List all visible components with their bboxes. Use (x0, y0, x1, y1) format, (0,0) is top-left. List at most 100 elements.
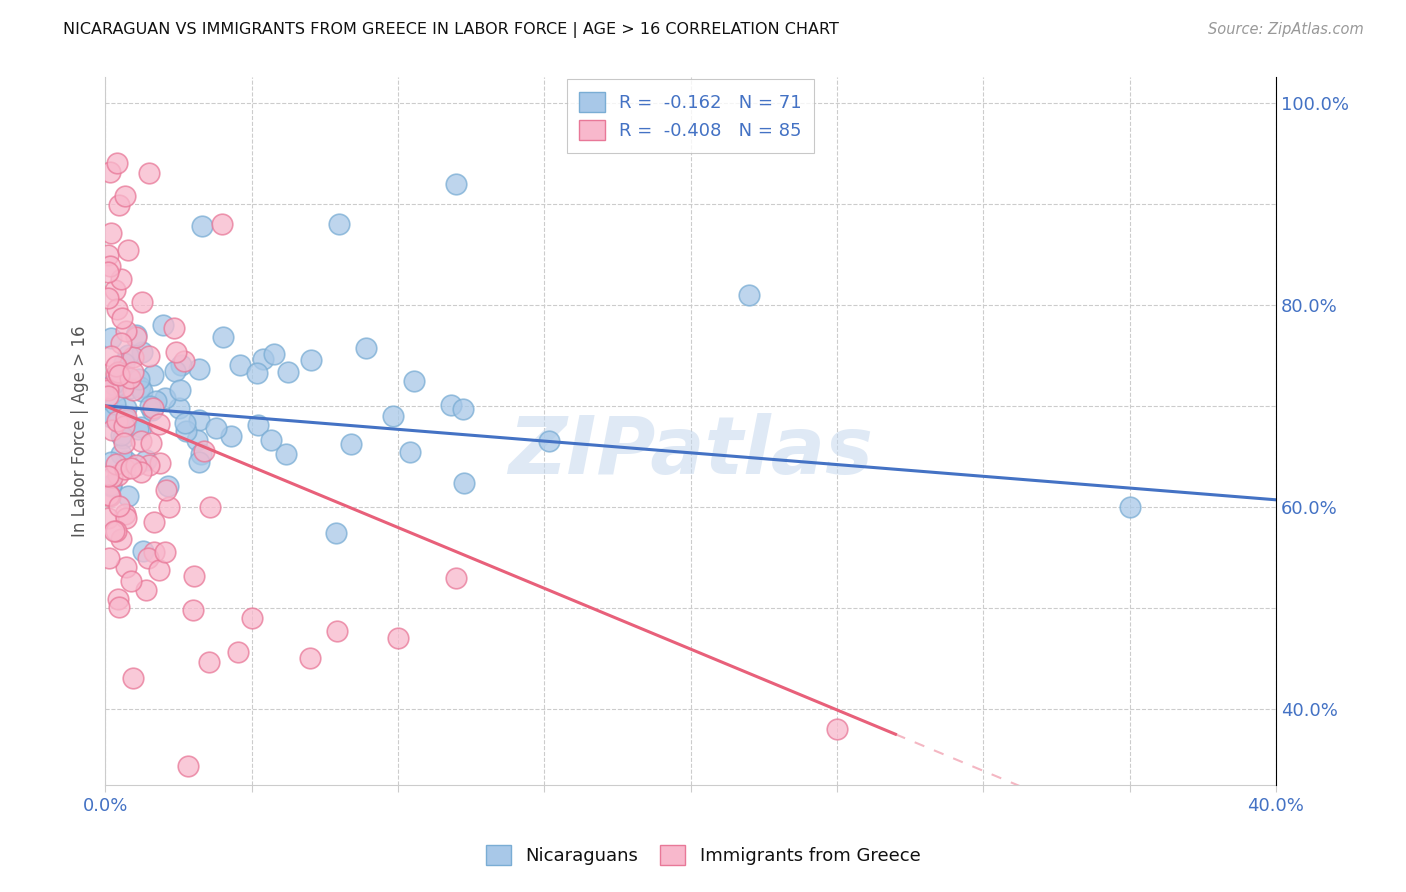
Point (274, 447, 297, 461)
Point (115, 413, 138, 427)
Point (110, 447, 132, 461)
Point (127, 422, 149, 436)
Point (738, 287, 761, 301)
Point (205, 421, 228, 435)
Point (173, 354, 195, 368)
Point (110, 272, 132, 286)
Point (111, 408, 134, 422)
Point (141, 402, 163, 417)
Point (114, 461, 136, 475)
Point (114, 188, 136, 202)
Point (128, 372, 150, 386)
Point (108, 599, 131, 614)
Point (100, 409, 122, 424)
Point (145, 394, 167, 409)
Point (108, 499, 131, 513)
Point (110, 428, 132, 442)
Point (117, 243, 139, 257)
Point (142, 401, 165, 416)
Point (170, 359, 193, 373)
Point (98, 488, 121, 502)
Point (356, 341, 378, 355)
Point (100, 454, 122, 468)
Point (402, 374, 425, 388)
Point (183, 569, 205, 583)
Point (111, 310, 134, 325)
Point (162, 320, 184, 334)
Point (114, 454, 136, 468)
Point (100, 489, 122, 503)
Point (138, 458, 160, 472)
Point (98, 260, 121, 274)
Point (186, 433, 208, 447)
Point (121, 350, 143, 364)
Point (143, 545, 166, 559)
Point (129, 380, 152, 394)
Point (104, 359, 127, 373)
Point (221, 429, 243, 443)
Point (97, 381, 120, 395)
Point (107, 468, 129, 483)
Point (112, 356, 135, 370)
Point (299, 651, 322, 665)
Point (277, 366, 299, 380)
Point (118, 371, 141, 385)
Point (148, 417, 170, 431)
Point (131, 345, 153, 359)
Point (229, 358, 252, 372)
Point (155, 483, 177, 497)
Point (167, 401, 190, 415)
Point (169, 383, 191, 397)
Point (117, 348, 139, 362)
Point (101, 408, 124, 422)
Point (125, 330, 148, 344)
Point (100, 227, 122, 241)
Point (110, 335, 132, 350)
Point (129, 465, 152, 479)
Point (240, 611, 263, 625)
Point (174, 424, 197, 438)
Point (247, 417, 270, 432)
Point (157, 500, 180, 515)
Point (100, 331, 122, 345)
Point (121, 365, 143, 379)
Point (114, 511, 136, 525)
Point (190, 447, 212, 461)
Point (139, 435, 162, 450)
Point (100, 470, 122, 484)
Legend: R =  -0.162   N = 71, R =  -0.408   N = 85: R = -0.162 N = 71, R = -0.408 N = 85 (567, 79, 814, 153)
Point (115, 410, 138, 425)
Point (156, 478, 179, 492)
Point (131, 384, 153, 399)
Text: NICARAGUAN VS IMMIGRANTS FROM GREECE IN LABOR FORCE | AGE > 16 CORRELATION CHART: NICARAGUAN VS IMMIGRANTS FROM GREECE IN … (63, 22, 839, 38)
Point (105, 367, 128, 381)
Point (104, 283, 127, 297)
Point (174, 417, 197, 431)
Y-axis label: In Labor Force | Age > 16: In Labor Force | Age > 16 (72, 326, 89, 537)
Point (104, 457, 127, 471)
Point (105, 156, 128, 170)
Point (197, 655, 219, 669)
Point (100, 478, 122, 492)
Point (117, 489, 139, 503)
Point (148, 563, 170, 577)
Point (453, 475, 475, 490)
Point (446, 177, 468, 191)
Point (114, 507, 136, 521)
Point (131, 434, 153, 449)
Point (138, 349, 160, 363)
Point (107, 413, 129, 427)
Point (98, 165, 121, 179)
Point (188, 413, 211, 427)
Point (120, 574, 142, 588)
Point (398, 445, 420, 459)
Point (97, 383, 120, 397)
Point (252, 351, 274, 366)
Point (110, 532, 132, 546)
Point (142, 368, 165, 382)
Point (97, 248, 120, 262)
Point (104, 379, 127, 393)
Point (451, 401, 474, 416)
Point (538, 434, 561, 449)
Point (211, 217, 233, 231)
